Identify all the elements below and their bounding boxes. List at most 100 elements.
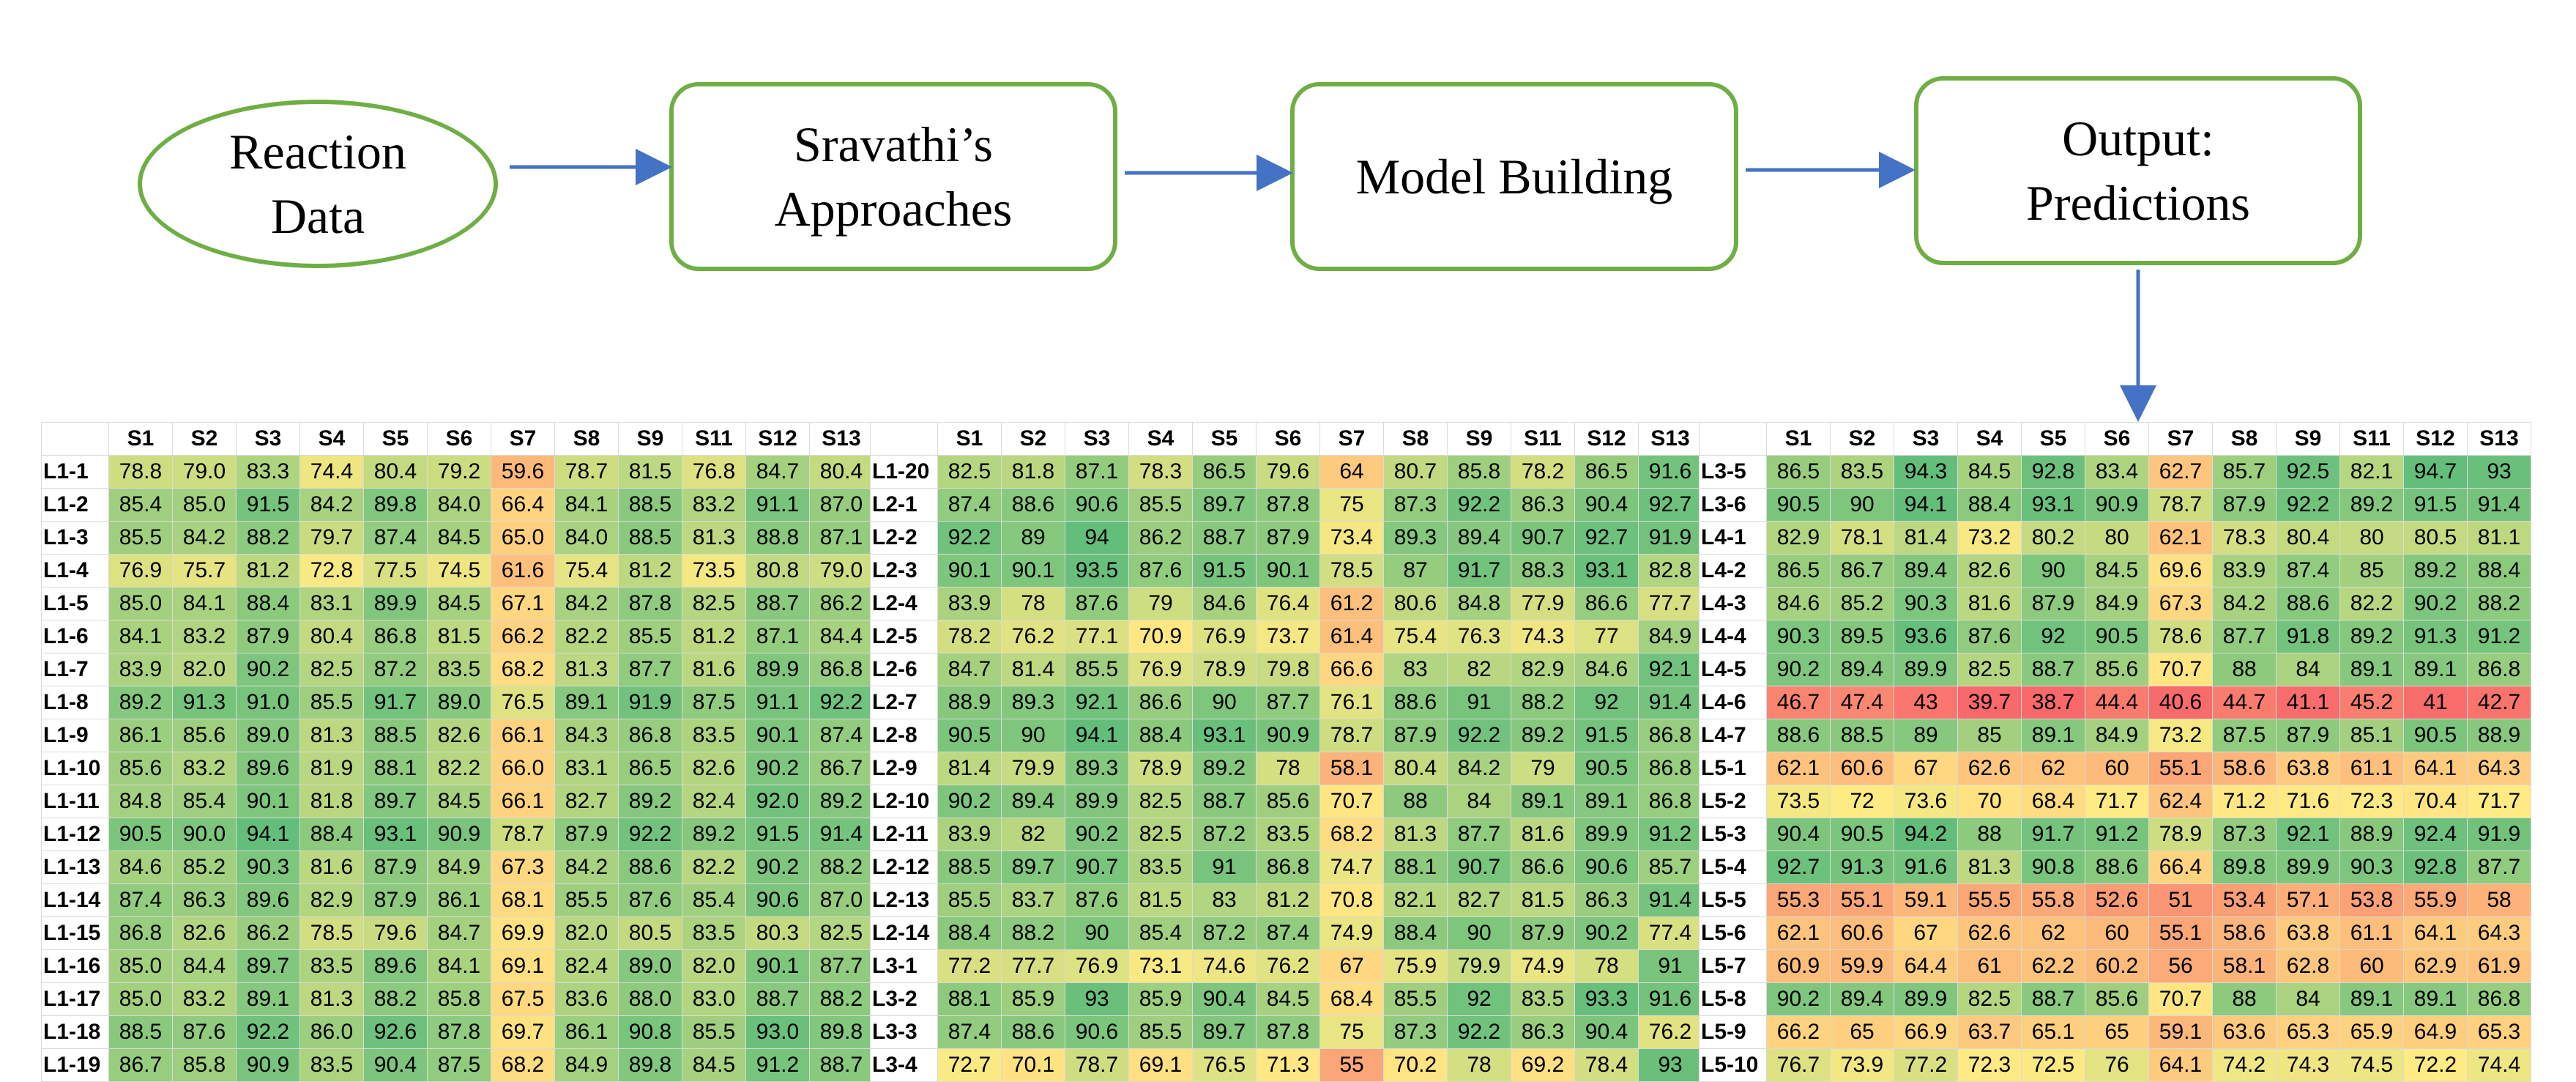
heatmap-cell: 80.5	[2403, 521, 2468, 555]
heatmap-cell: 53.8	[2339, 883, 2404, 917]
heatmap-cell: 76.8	[682, 455, 746, 489]
heatmap-cell: 82.7	[554, 785, 619, 818]
row-label: L2-5	[870, 620, 938, 653]
heatmap-cell: 81.4	[1894, 521, 1958, 555]
heatmap-cell: 91.7	[1447, 554, 1511, 588]
heatmap-cell: 89	[1894, 719, 1958, 752]
heatmap-cell: 92.2	[1447, 488, 1511, 522]
heatmap-cell: 91.9	[2467, 818, 2531, 851]
heatmap-cell: 93.1	[1574, 554, 1639, 588]
heatmap-cell: 81.5	[427, 620, 491, 653]
table-row: L1-9 86.1 85.6 89.0 81.3 88.5 82.6 66.1 84.3 86.8…	[41, 719, 874, 752]
heatmap-cell: 91.2	[1638, 818, 1702, 851]
heatmap-cell: 84.1	[427, 949, 491, 983]
table-row: L2-14 88.4 88.2 90 85.4 87.2 87.4 74.9 88.4 90 87.…	[870, 916, 1702, 950]
table-row: L4-2 86.5 86.7 89.4 82.6 90 84.5 69.6 83.9 87.4 85…	[1699, 554, 2531, 588]
heatmap-cell: 89.4	[1830, 982, 1894, 1016]
heatmap-cell: 45.2	[2339, 686, 2404, 719]
heatmap-cell: 87.5	[682, 686, 746, 719]
table-row: L5-9 66.2 65 66.9 63.7 65.1 65 59.1 63.6 65.3 65.9…	[1699, 1015, 2531, 1049]
heatmap-cell: 83.5	[1128, 851, 1193, 884]
table-row: L5-2 73.5 72 73.6 70 68.4 71.7 62.4 71.2 71.6 72.3…	[1699, 785, 2531, 818]
heatmap-cell: 84.1	[554, 488, 619, 522]
heatmap-cell: 55.5	[1957, 883, 2022, 917]
table-row: L2-11 83.9 82 90.2 82.5 87.2 83.5 68.2 81.3 87.7 8…	[870, 818, 1702, 851]
heatmap-cell: 93.1	[1192, 719, 1257, 752]
heatmap-cell: 89.1	[1511, 785, 1575, 818]
row-label: L1-20	[870, 455, 938, 489]
heatmap-cell: 84.5	[427, 587, 491, 620]
heatmap-cell: 84.4	[809, 620, 874, 653]
heatmap-cell: 77.9	[1511, 587, 1575, 620]
table-row: L5-3 90.4 90.5 94.2 88 91.7 91.2 78.9 87.3 92.1 88…	[1699, 818, 2531, 851]
heatmap-cell: 78.9	[2148, 818, 2213, 851]
heatmap-cell: 71.7	[2085, 785, 2149, 818]
heatmap-cell: 84.2	[554, 587, 619, 620]
heatmap-cell: 94.1	[1894, 488, 1958, 522]
row-label: L4-6	[1699, 686, 1767, 719]
heatmap-cell: 72.5	[2021, 1048, 2085, 1082]
heatmap-cell: 88.6	[1001, 1015, 1065, 1049]
heatmap-cell: 84.9	[2085, 587, 2149, 620]
heatmap-cell: 90.2	[1065, 818, 1129, 851]
row-label: L1-6	[41, 620, 109, 653]
heatmap-cell: 90.5	[1574, 752, 1639, 785]
heatmap-cell: 94	[1065, 521, 1129, 555]
heatmap-cell: 85.4	[172, 785, 237, 818]
heatmap-cell: 84.9	[427, 851, 491, 884]
heatmap-cell: 62	[2021, 916, 2085, 950]
heatmap-cell: 85.5	[1128, 488, 1193, 522]
heatmap-cell: 85.5	[1383, 982, 1448, 1016]
heatmap-cell: 88.6	[618, 851, 682, 884]
heatmap-cell: 86.6	[1128, 686, 1193, 719]
heatmap-cell: 39.7	[1957, 686, 2022, 719]
table-row: L1-8 89.2 91.3 91.0 85.5 91.7 89.0 76.5 89.1 91.9…	[41, 686, 874, 719]
heatmap-cell: 88.6	[2085, 851, 2149, 884]
heatmap-cell: 55.1	[2148, 916, 2213, 950]
heatmap-cell: 86.8	[1638, 785, 1702, 818]
heatmap-cell: 64.3	[2467, 752, 2531, 785]
heatmap-cell: 86.8	[809, 653, 874, 686]
heatmap-cell: 55	[1319, 1048, 1384, 1082]
heatmap-cell: 80	[2339, 521, 2404, 555]
flow-node-label: Output: Predictions	[2026, 111, 2250, 231]
heatmap-cell: 40.6	[2148, 686, 2213, 719]
row-label: L2-3	[870, 554, 938, 588]
heatmap-cell: 83.5	[682, 916, 746, 950]
heatmap-cell: 78	[1001, 587, 1065, 620]
heatmap-cell: 86.1	[108, 719, 173, 752]
heatmap-cell: 89.9	[363, 587, 428, 620]
table-row: L2-8 90.5 90 94.1 88.4 93.1 90.9 78.7 87.9 92.2 89…	[870, 719, 1702, 752]
heatmap-cell: 78.9	[1192, 653, 1257, 686]
heatmap-cell: 60.9	[1766, 949, 1831, 983]
heatmap-cell: 67	[1894, 916, 1958, 950]
column-header: S8	[554, 422, 619, 456]
heatmap-cell: 81.2	[618, 554, 682, 588]
heatmap-cell: 66.9	[1894, 1015, 1958, 1049]
heatmap-cell: 84.0	[427, 488, 491, 522]
heatmap-cell: 74.3	[1511, 620, 1575, 653]
heatmap-cell: 92.0	[745, 785, 810, 818]
heatmap-cell: 81.3	[299, 719, 364, 752]
heatmap-cell: 80.7	[1383, 455, 1448, 489]
heatmap-cell: 91.1	[745, 686, 810, 719]
heatmap-cell: 82.0	[554, 916, 619, 950]
heatmap-cell: 89.1	[2339, 653, 2404, 686]
heatmap-cell: 83.6	[554, 982, 619, 1016]
heatmap-cell: 88.9	[2339, 818, 2404, 851]
heatmap-cell: 88.5	[108, 1015, 173, 1049]
table-row: L5-4 92.7 91.3 91.6 81.3 90.8 88.6 66.4 89.8 89.9…	[1699, 851, 2531, 884]
row-label: L3-1	[870, 949, 938, 983]
table-row: L1-3 85.5 84.2 88.2 79.7 87.4 84.5 65.0 84.0 88.5…	[41, 521, 874, 555]
heatmap-cell: 88.2	[809, 982, 874, 1016]
heatmap-cell: 78	[1256, 752, 1320, 785]
heatmap-cell: 89.2	[2339, 488, 2404, 522]
heatmap-cell: 86.8	[1256, 851, 1320, 884]
heatmap-cell: 90	[1065, 916, 1129, 950]
heatmap-cell: 73.5	[682, 554, 746, 588]
heatmap-cell: 64	[1319, 455, 1384, 489]
heatmap-cell: 89.0	[618, 949, 682, 983]
heatmap-cell: 89.2	[682, 818, 746, 851]
heatmap-cell: 89.4	[1447, 521, 1511, 555]
heatmap-cell: 81.6	[1957, 587, 2022, 620]
